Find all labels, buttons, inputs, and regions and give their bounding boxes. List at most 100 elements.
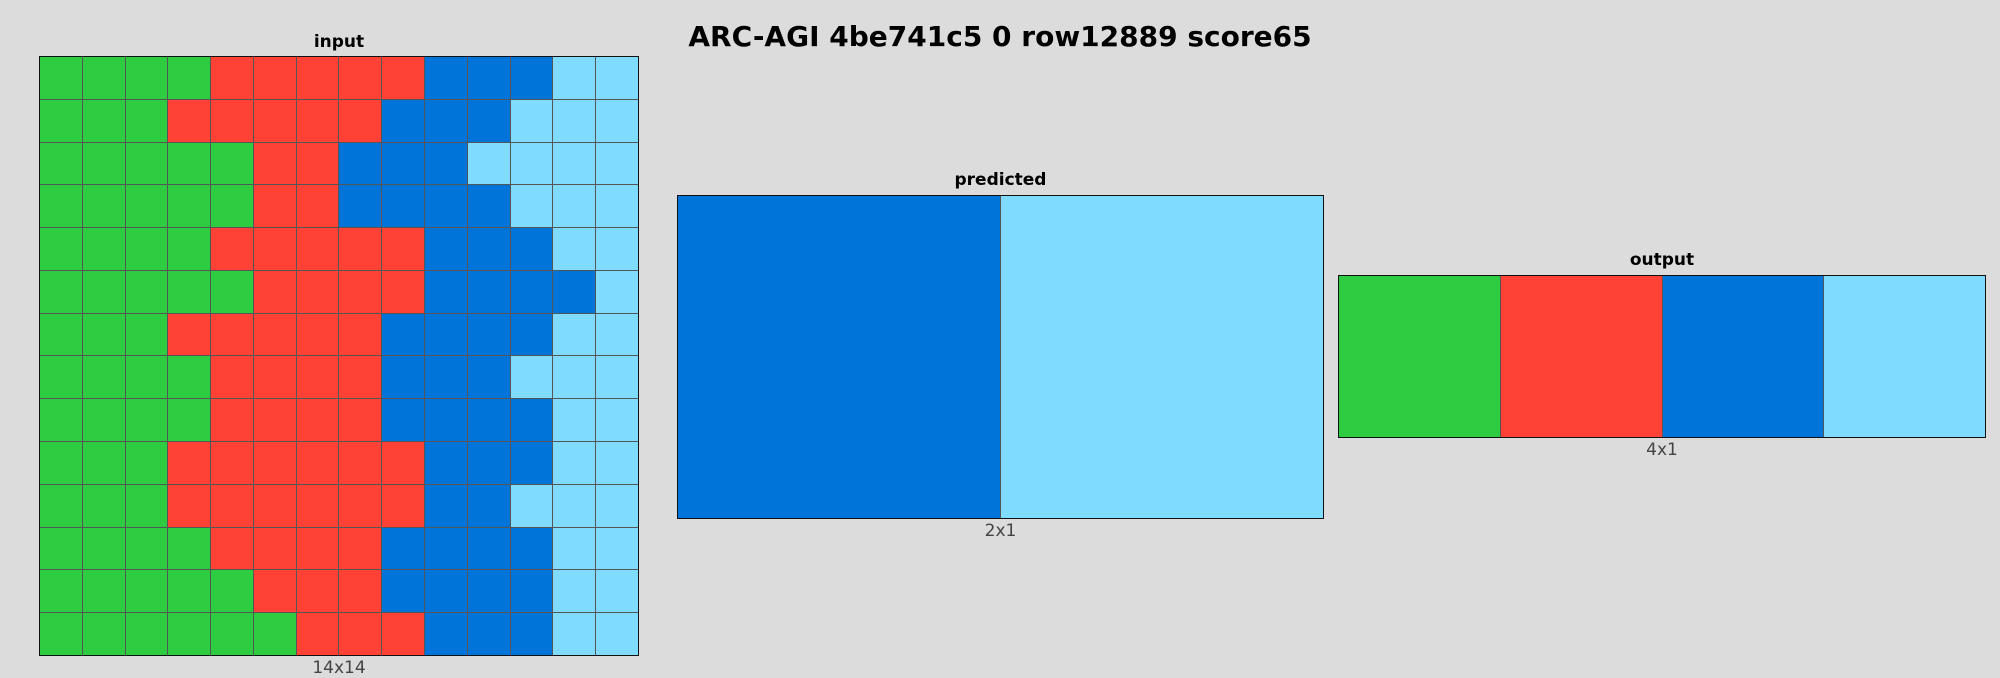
input-cell [467,399,510,442]
input-cell [467,142,510,185]
input-cell [425,613,467,655]
input-cell [40,570,82,613]
input-cell [211,484,253,527]
input-cell [296,57,339,99]
input-cell [467,270,510,313]
input-cell [296,442,339,484]
input-cell [553,356,596,399]
input-cell [425,57,467,99]
input-cell [382,442,425,484]
input-cell [40,527,82,570]
input-cell [211,356,253,399]
input-cell [296,356,339,399]
input-cell [382,270,425,313]
input-cell [296,613,339,655]
output-cell [1662,276,1824,437]
input-cell [510,570,553,613]
input-cell [510,142,553,185]
input-cell [125,99,168,142]
input-cell [425,185,467,228]
input-cell [125,613,168,655]
input-cell [553,399,596,442]
input-cell [211,142,253,185]
input-cell [253,484,296,527]
input-cell [467,527,510,570]
input-cell [425,570,467,613]
input-cell [510,356,553,399]
input-cell [211,399,253,442]
input-cell [339,270,382,313]
input-cell [168,484,211,527]
input-cell [339,527,382,570]
input-cell [510,442,553,484]
input-cell [40,313,82,356]
input-cell [253,313,296,356]
input-cell [382,185,425,228]
input-cell [82,228,125,270]
input-cell [125,57,168,99]
input-cell [125,570,168,613]
input-cell [553,313,596,356]
input-cell [425,527,467,570]
input-cell [253,99,296,142]
input-cell [40,142,82,185]
input-cell [553,570,596,613]
input-cell [382,399,425,442]
input-cell [339,484,382,527]
input-cell [596,313,638,356]
input-cell [211,442,253,484]
input-cell [168,57,211,99]
input-cell [339,99,382,142]
input-cell [382,527,425,570]
input-cell [253,142,296,185]
input-cell [82,270,125,313]
input-cell [82,99,125,142]
input-cell [296,99,339,142]
input-cell [253,527,296,570]
input-cell [425,142,467,185]
input-cell [596,99,638,142]
input-cell [425,399,467,442]
input-cell [425,484,467,527]
input-cell [211,185,253,228]
input-cell [510,99,553,142]
input-cell [168,185,211,228]
input-cell [553,142,596,185]
input-cell [168,228,211,270]
input-cell [382,99,425,142]
input-cell [253,228,296,270]
input-cell [553,484,596,527]
input-cell [168,442,211,484]
input-cell [82,399,125,442]
input-cell [211,99,253,142]
input-cell [125,270,168,313]
input-cell [467,442,510,484]
predicted-grid [677,195,1324,519]
input-cell [296,142,339,185]
input-cell [82,527,125,570]
predicted-label: predicted [954,170,1047,190]
input-cell [125,442,168,484]
input-cell [82,484,125,527]
input-cell [296,527,339,570]
output-cell [1339,276,1500,437]
input-cell [339,356,382,399]
input-cell [339,228,382,270]
input-cell [596,484,638,527]
input-cell [339,613,382,655]
input-cell [125,142,168,185]
input-cell [510,270,553,313]
input-cell [596,185,638,228]
output-label: output [1629,250,1695,270]
input-cell [510,613,553,655]
output-panel: output 4x1 [1338,248,1986,463]
input-cell [510,228,553,270]
input-cell [168,99,211,142]
input-cell [339,399,382,442]
input-cell [382,570,425,613]
input-cell [125,228,168,270]
input-cell [296,228,339,270]
input-cell [296,313,339,356]
input-cell [82,613,125,655]
input-cell [211,313,253,356]
